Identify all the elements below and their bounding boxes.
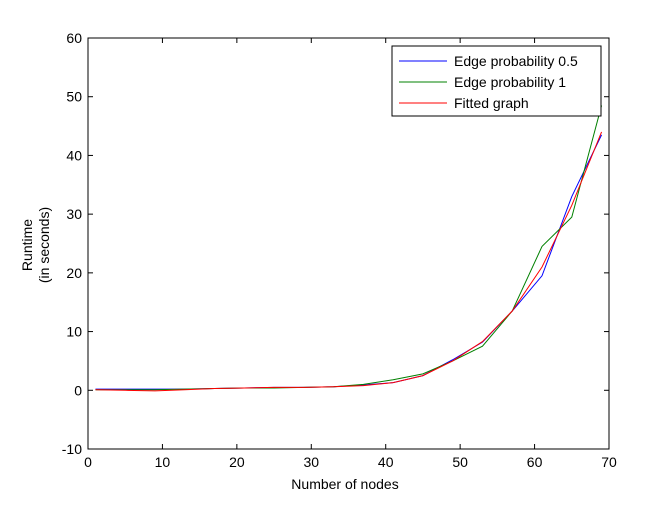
x-tick-label: 40: [378, 454, 394, 470]
series-line-1: [95, 134, 603, 390]
y-axis-label-line: Runtime: [19, 219, 35, 271]
y-tick-label: 40: [66, 147, 82, 163]
series-line-3: [95, 131, 603, 392]
y-tick-label: 20: [66, 265, 82, 281]
legend-box: [391, 45, 602, 117]
y-tick-label: 0: [74, 382, 82, 398]
y-axis-label: Runtime(in seconds): [19, 207, 52, 283]
legend: Edge probability 0.5 Edge probability 1 Fi…: [391, 45, 602, 117]
y-tick-label: 30: [66, 206, 82, 222]
x-tick-label: 0: [84, 454, 92, 470]
y-tick-label: 10: [66, 324, 82, 340]
legend-label-1: Edge probability 0.5: [454, 53, 578, 69]
legend-label-3: Fitted graph: [454, 95, 529, 111]
x-tick-label: 60: [527, 454, 543, 470]
x-tick-label: 10: [155, 454, 171, 470]
y-tick-label: 60: [66, 30, 82, 46]
x-tick-label: 30: [303, 454, 319, 470]
x-tick-label: 50: [452, 454, 468, 470]
y-axis-label-line: (in seconds): [36, 207, 52, 283]
y-tick-label: -10: [62, 441, 82, 457]
x-tick-label: 70: [601, 454, 617, 470]
series-layer: [95, 105, 603, 392]
legend-label-2: Edge probability 1: [454, 74, 566, 90]
legend-entries: Edge probability 0.5 Edge probability 1 Fi…: [399, 53, 578, 111]
x-tick-label: 20: [229, 454, 245, 470]
series-line-2: [95, 105, 603, 391]
y-tick-label: 50: [66, 89, 82, 105]
x-axis-label: Number of nodes: [291, 476, 398, 492]
axes-box: [87, 37, 610, 450]
